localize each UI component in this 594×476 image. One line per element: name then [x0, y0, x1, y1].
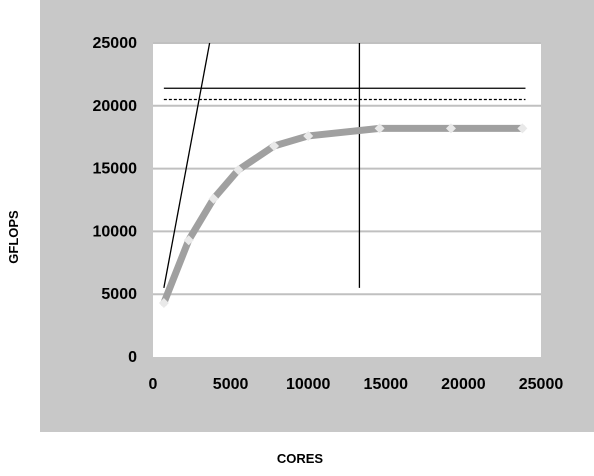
data-point-marker	[269, 140, 280, 151]
x-tick-label: 5000	[213, 376, 249, 393]
data-point-marker	[158, 297, 169, 308]
x-tick-label: 10000	[286, 376, 331, 393]
x-tick-label: 15000	[364, 376, 409, 393]
reference-line	[163, 42, 211, 289]
data-point-marker	[233, 164, 244, 175]
x-tick-label: 20000	[441, 376, 486, 393]
x-tick-label: 25000	[519, 376, 564, 393]
series-layer	[158, 123, 528, 308]
y-axis-title: GFLOPS	[6, 210, 21, 264]
data-point-marker	[517, 123, 528, 134]
grid-layer	[153, 42, 541, 296]
data-point-marker	[445, 123, 456, 134]
y-tick-label: 20000	[93, 98, 138, 115]
data-point-marker	[208, 193, 219, 204]
y-tick-label: 5000	[101, 286, 137, 303]
y-tick-label: 25000	[93, 35, 138, 52]
data-point-marker	[183, 235, 194, 246]
y-tick-label: 15000	[93, 161, 138, 178]
reference-lines	[163, 42, 526, 289]
y-tick-label: 0	[128, 349, 137, 366]
plot-area	[153, 43, 541, 357]
x-tick-label: 0	[149, 376, 158, 393]
x-axis-title: CORES	[277, 451, 324, 466]
data-point-marker	[303, 130, 314, 141]
tick-labels: 0 5000 10000 15000 20000 25000 0 5000 10000 15000…	[93, 35, 564, 393]
data-point-marker	[374, 123, 385, 134]
y-tick-label: 10000	[93, 223, 138, 240]
